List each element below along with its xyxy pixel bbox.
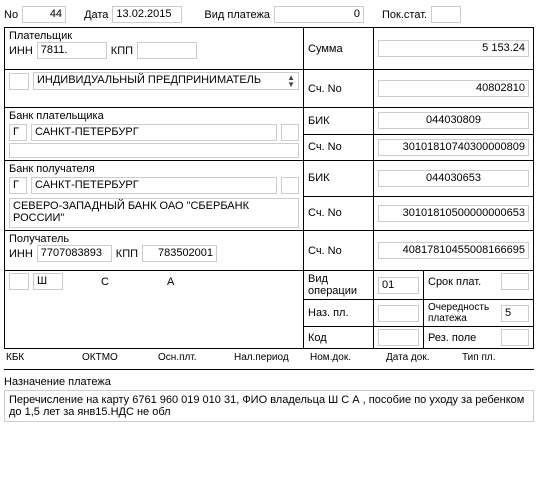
payer-kpp-label: КПП	[111, 45, 133, 57]
payee-bank-name-field[interactable]: САНКТ-ПЕТЕРБУРГ	[31, 177, 277, 194]
payee-bank-aux-field[interactable]	[281, 177, 299, 194]
payee-bank-city-prefix[interactable]: Г	[9, 177, 27, 194]
payee-inn-label: ИНН	[9, 248, 33, 260]
payee-inn-field[interactable]: 7707083893	[37, 245, 112, 262]
op-vid-label: Вид операции	[304, 271, 374, 300]
op-vid-field[interactable]: 01	[378, 277, 419, 294]
payer-bank-name-field[interactable]: САНКТ-ПЕТЕРБУРГ	[31, 124, 277, 141]
footer-nomdok: Ном.док.	[310, 352, 380, 363]
payee-bank-branch-field[interactable]: СЕВЕРО-ЗАПАДНЫЙ БАНК ОАО "СБЕРБАНК РОССИ…	[9, 198, 299, 228]
payer-bank-acct-field[interactable]: 30101810740300000809	[378, 139, 529, 156]
purpose-field[interactable]: Перечисление на карту 6761 960 019 010 3…	[4, 390, 534, 422]
spinner-icon[interactable]: ▲▼	[287, 74, 295, 88]
sum-field[interactable]: 5 153.24	[378, 40, 529, 57]
payer-acct-label: Сч. No	[304, 70, 374, 108]
footer-oktmo: ОКТМО	[82, 352, 152, 363]
payer-bank-acct-label: Сч. No	[304, 134, 374, 161]
payee-acct-field[interactable]: 40817810455008166695	[378, 242, 529, 259]
payer-name-field[interactable]: ИНДИВИДУАЛЬНЫЙ ПРЕДПРИНИМАТЕЛЬ	[37, 74, 287, 88]
payee-name-3: А	[167, 276, 174, 288]
payee-bank-bik-field[interactable]: 044030653	[378, 170, 529, 187]
payee-acct-label: Сч. No	[304, 231, 374, 271]
payment-type-label: Вид платежа	[204, 9, 270, 21]
payer-bank-title: Банк плательщика	[9, 110, 299, 122]
date-field[interactable]: 13.02.2015	[112, 6, 182, 23]
op-naz-label: Наз. пл.	[304, 300, 374, 327]
footer-osn: Осн.плт.	[158, 352, 228, 363]
payee-bank-acct-label: Сч. No	[304, 196, 374, 231]
purpose-label: Назначение платежа	[4, 374, 534, 390]
op-ochered-field[interactable]: 5	[501, 305, 529, 322]
payee-title: Получатель	[9, 233, 299, 245]
payer-prefix-field[interactable]	[9, 73, 29, 90]
pokstat-label: Пок.стат.	[382, 9, 427, 21]
payer-bank-city-prefix[interactable]: Г	[9, 124, 27, 141]
payee-bank-title: Банк получателя	[9, 163, 299, 175]
payee-name-1[interactable]: Ш	[33, 273, 63, 290]
payer-bank-bik-label: БИК	[304, 108, 374, 135]
sum-label: Сумма	[304, 28, 374, 70]
footer-kbk: КБК	[6, 352, 76, 363]
payer-title: Плательщик	[9, 30, 299, 42]
payee-name-2: С	[101, 276, 109, 288]
payer-inn-label: ИНН	[9, 45, 33, 57]
payer-acct-field[interactable]: 40802810	[378, 80, 529, 97]
op-ochered-label: Очередность платежа	[428, 302, 497, 324]
no-field[interactable]: 44	[22, 6, 66, 23]
payer-kpp-field[interactable]	[137, 42, 197, 59]
op-kod-label: Код	[304, 327, 374, 349]
payment-type-field[interactable]: 0	[274, 6, 364, 23]
op-kod-field[interactable]	[378, 329, 419, 346]
op-srok-field[interactable]	[501, 273, 529, 290]
date-label: Дата	[84, 9, 108, 21]
payee-kpp-label: КПП	[116, 248, 138, 260]
pokstat-field[interactable]	[431, 6, 461, 23]
payee-kpp-field[interactable]: 783502001	[142, 245, 217, 262]
payee-prefix-field[interactable]	[9, 273, 29, 290]
op-rez-label: Рез. поле	[428, 332, 497, 344]
payer-inn-field[interactable]: 7811.	[37, 42, 107, 59]
payee-bank-bik-label: БИК	[304, 161, 374, 197]
op-naz-field[interactable]	[378, 305, 419, 322]
payer-bank-extra-field[interactable]	[9, 143, 299, 158]
payee-bank-acct-field[interactable]: 30101810500000000653	[378, 205, 529, 222]
footer-datadok: Дата док.	[386, 352, 456, 363]
payer-bank-aux-field[interactable]	[281, 124, 299, 141]
op-rez-field[interactable]	[501, 329, 529, 346]
op-srok-label: Срок плат.	[428, 276, 497, 288]
no-label: No	[4, 9, 18, 21]
footer-nalper: Нал.период	[234, 352, 304, 363]
footer-tip: Тип пл.	[462, 352, 532, 363]
payer-bank-bik-field[interactable]: 044030809	[378, 112, 529, 129]
